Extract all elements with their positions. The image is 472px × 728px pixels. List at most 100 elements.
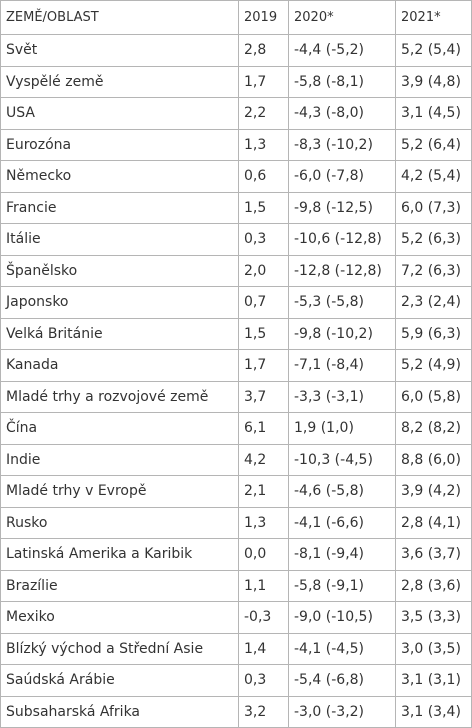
table-row: Subsaharská Afrika 3,2 -3,0 (-3,2) 3,1 (3,4… — [0, 695, 472, 728]
table-cell: 4,2 (5,4) — [395, 160, 472, 193]
table-cell: Rusko — [0, 506, 239, 539]
table-cell: -3,0 (-3,2) — [288, 695, 396, 728]
table-cell: -9,8 (-12,5) — [288, 191, 396, 224]
table-cell: -3,3 (-3,1) — [288, 380, 396, 413]
table-cell: 2,8 — [238, 34, 289, 67]
table-cell: 1,4 — [238, 632, 289, 665]
table-cell: 6,0 (5,8) — [395, 380, 472, 413]
header-row: ZEMĚ/OBLAST 2019 2020* 2021* — [0, 0, 472, 35]
table-row: Brazílie 1,1 -5,8 (-9,1) 2,8 (3,6) — [0, 569, 472, 602]
table-cell: -5,3 (-5,8) — [288, 286, 396, 319]
table-row: Japonsko 0,7 -5,3 (-5,8) 2,3 (2,4) — [0, 286, 472, 319]
table-cell: 2,8 (4,1) — [395, 506, 472, 539]
table-row: Mladé trhy a rozvojové země 3,7 -3,3 (-3,1… — [0, 380, 472, 413]
table-cell: -8,3 (-10,2) — [288, 128, 396, 161]
table-row: Svět 2,8 -4,4 (-5,2) 5,2 (5,4) — [0, 34, 472, 67]
table-cell: 0,7 — [238, 286, 289, 319]
table-row: Mexiko -0,3 -9,0 (-10,5) 3,5 (3,3) — [0, 601, 472, 634]
table-row: Čína 6,1 1,9 (1,0) 8,2 (8,2) — [0, 412, 472, 445]
table-row: Velká Británie 1,5 -9,8 (-10,2) 5,9 (6,3) — [0, 317, 472, 350]
table-cell: 4,2 — [238, 443, 289, 476]
table-cell: Čína — [0, 412, 239, 445]
table-cell: 2021* — [395, 0, 472, 35]
table-cell: -5,8 (-8,1) — [288, 65, 396, 98]
table-cell: 3,1 (3,4) — [395, 695, 472, 728]
table-cell: 0,3 — [238, 223, 289, 256]
table-cell: 7,2 (6,3) — [395, 254, 472, 287]
table-cell: -7,1 (-8,4) — [288, 349, 396, 382]
table-cell: Španělsko — [0, 254, 239, 287]
table-cell: -9,8 (-10,2) — [288, 317, 396, 350]
table-cell: -5,8 (-9,1) — [288, 569, 396, 602]
table-cell: 3,9 (4,2) — [395, 475, 472, 508]
table-cell: -4,4 (-5,2) — [288, 34, 396, 67]
table-cell: -4,3 (-8,0) — [288, 97, 396, 130]
table-cell: -4,1 (-4,5) — [288, 632, 396, 665]
table-cell: 1,1 — [238, 569, 289, 602]
table-cell: 5,2 (4,9) — [395, 349, 472, 382]
table-row: Saúdská Arábie 0,3 -5,4 (-6,8) 3,1 (3,1) — [0, 664, 472, 697]
table-cell: 2,2 — [238, 97, 289, 130]
table-cell: 1,7 — [238, 65, 289, 98]
table-cell: 3,2 — [238, 695, 289, 728]
table-cell: 1,7 — [238, 349, 289, 382]
table-row: Kanada 1,7 -7,1 (-8,4) 5,2 (4,9) — [0, 349, 472, 382]
table-cell: 3,5 (3,3) — [395, 601, 472, 634]
table-cell: Indie — [0, 443, 239, 476]
table-cell: 2020* — [288, 0, 396, 35]
table-cell: Velká Británie — [0, 317, 239, 350]
table-cell: ZEMĚ/OBLAST — [0, 0, 239, 35]
table-cell: Mladé trhy v Evropě — [0, 475, 239, 508]
table-cell: Eurozóna — [0, 128, 239, 161]
table-cell: 3,0 (3,5) — [395, 632, 472, 665]
table-cell: -10,3 (-4,5) — [288, 443, 396, 476]
table-row: Francie 1,5 -9,8 (-12,5) 6,0 (7,3) — [0, 191, 472, 224]
table-cell: -6,0 (-7,8) — [288, 160, 396, 193]
table-cell: 1,3 — [238, 128, 289, 161]
table-row: Latinská Amerika a Karibik 0,0 -8,1 (-9,4)… — [0, 538, 472, 571]
table-cell: 1,5 — [238, 317, 289, 350]
table-cell: Latinská Amerika a Karibik — [0, 538, 239, 571]
table-cell: 2,3 (2,4) — [395, 286, 472, 319]
table-cell: Itálie — [0, 223, 239, 256]
table-cell: 3,7 — [238, 380, 289, 413]
table-cell: 1,3 — [238, 506, 289, 539]
table-cell: Blízký východ a Střední Asie — [0, 632, 239, 665]
table-cell: -12,8 (-12,8) — [288, 254, 396, 287]
table-cell: Francie — [0, 191, 239, 224]
table-row: Indie 4,2 -10,3 (-4,5) 8,8 (6,0) — [0, 443, 472, 476]
table-row: Vyspělé země 1,7 -5,8 (-8,1) 3,9 (4,8) — [0, 65, 472, 98]
table-cell: 3,1 (3,1) — [395, 664, 472, 697]
table-cell: 1,9 (1,0) — [288, 412, 396, 445]
table-cell: Svět — [0, 34, 239, 67]
table-cell: -4,6 (-5,8) — [288, 475, 396, 508]
table-row: USA 2,2 -4,3 (-8,0) 3,1 (4,5) — [0, 97, 472, 130]
table-cell: Brazílie — [0, 569, 239, 602]
table-cell: 5,9 (6,3) — [395, 317, 472, 350]
table-cell: 5,2 (5,4) — [395, 34, 472, 67]
table-cell: 8,8 (6,0) — [395, 443, 472, 476]
table-cell: Saúdská Arábie — [0, 664, 239, 697]
table-cell: 3,9 (4,8) — [395, 65, 472, 98]
table-cell: -9,0 (-10,5) — [288, 601, 396, 634]
table-cell: 3,1 (4,5) — [395, 97, 472, 130]
table-cell: 1,5 — [238, 191, 289, 224]
table-row: Blízký východ a Střední Asie 1,4 -4,1 (-4,… — [0, 632, 472, 665]
table-cell: 2019 — [238, 0, 289, 35]
table-row: Španělsko 2,0 -12,8 (-12,8) 7,2 (6,3) — [0, 254, 472, 287]
table-cell: 0,6 — [238, 160, 289, 193]
table-cell: Mladé trhy a rozvojové země — [0, 380, 239, 413]
table-cell: 5,2 (6,3) — [395, 223, 472, 256]
table-cell: -8,1 (-9,4) — [288, 538, 396, 571]
table-cell: -4,1 (-6,6) — [288, 506, 396, 539]
table-row: Eurozóna 1,3 -8,3 (-10,2) 5,2 (6,4) — [0, 128, 472, 161]
table-cell: 6,1 — [238, 412, 289, 445]
table-row: Mladé trhy v Evropě 2,1 -4,6 (-5,8) 3,9 (4,… — [0, 475, 472, 508]
table-cell: 8,2 (8,2) — [395, 412, 472, 445]
table-cell: 2,0 — [238, 254, 289, 287]
table-cell: Subsaharská Afrika — [0, 695, 239, 728]
table-row: Německo 0,6 -6,0 (-7,8) 4,2 (5,4) — [0, 160, 472, 193]
table-cell: 2,1 — [238, 475, 289, 508]
